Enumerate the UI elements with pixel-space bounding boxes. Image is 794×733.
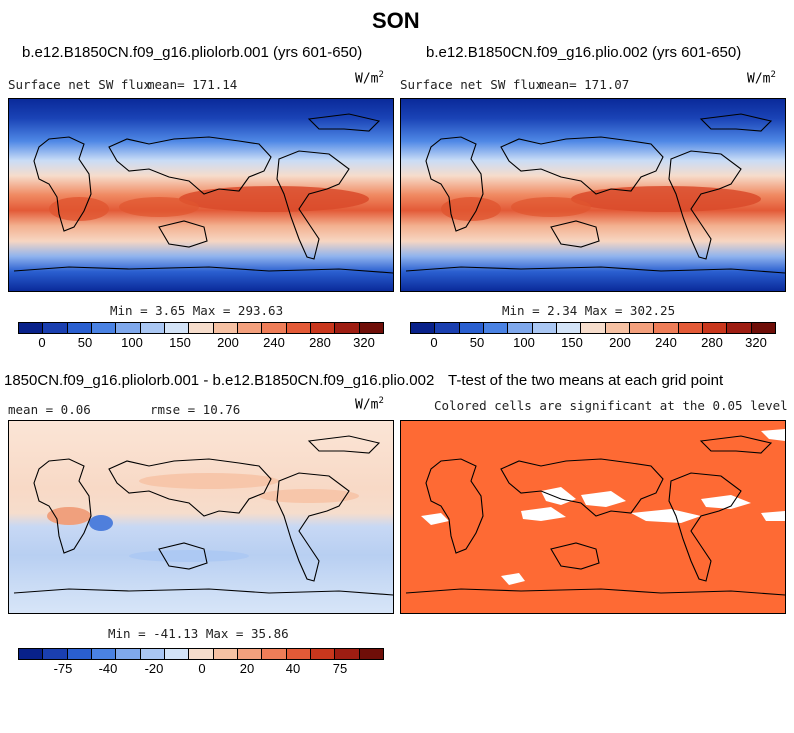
panel3-cbar-tick: 40 [285, 661, 301, 676]
panel2-cbar-tick: 320 [745, 335, 767, 350]
panel1-cbar-tick: 150 [169, 335, 191, 350]
panel2-cbar-tick: 0 [430, 335, 438, 350]
panel1-map-svg [9, 99, 393, 291]
panel3-mean: mean = 0.06 [8, 402, 91, 417]
panel3-min-max: Min = -41.13 Max = 35.86 [108, 626, 289, 641]
panel2-colorbar [410, 322, 776, 334]
panel1-cbar-tick: 200 [217, 335, 239, 350]
panel2-cbar-tick: 100 [513, 335, 535, 350]
panel1-cbar-tick: 0 [38, 335, 46, 350]
panel1-title: b.e12.B1850CN.f09_g16.pliolorb.001 (yrs … [22, 44, 363, 61]
panel4-map-svg [401, 421, 785, 613]
panel1-cbar-tick: 100 [121, 335, 143, 350]
panel2-title: b.e12.B1850CN.f09_g16.plio.002 (yrs 601-… [426, 44, 742, 61]
panel3-cbar-tick: 75 [332, 661, 348, 676]
panel3-cbar-tick: -40 [98, 661, 118, 676]
panel3-title: 1850CN.f09_g16.pliolorb.001 - b.e12.B185… [4, 372, 435, 389]
panel2-map [400, 98, 786, 292]
panel2-map-svg [401, 99, 785, 291]
panel2-cbar-tick: 150 [561, 335, 583, 350]
panel3-units: W/m2 [355, 396, 384, 413]
panel2-variable: Surface net SW flux [400, 77, 543, 92]
panel2-cbar-tick: 240 [655, 335, 677, 350]
panel1-cbar-tick: 50 [77, 335, 93, 350]
panel1-variable: Surface net SW flux [8, 77, 151, 92]
panel3-cbar-tick: 20 [239, 661, 255, 676]
panel1-mean: mean= 171.14 [147, 77, 238, 92]
figure-title: SON [372, 8, 420, 33]
panel4-map [400, 420, 786, 614]
panel2-min-max: Min = 2.34 Max = 302.25 [502, 303, 676, 318]
panel1-colorbar [18, 322, 384, 334]
panel1-map [8, 98, 394, 292]
panel1-min-max: Min = 3.65 Max = 293.63 [110, 303, 284, 318]
panel1-units: W/m2 [355, 70, 384, 87]
panel3-colorbar [18, 648, 384, 660]
panel3-map-svg [9, 421, 393, 613]
panel3-cbar-tick: -75 [53, 661, 73, 676]
panel2-mean: mean= 171.07 [539, 77, 630, 92]
panel1-cbar-tick: 240 [263, 335, 285, 350]
panel2-cbar-tick: 50 [469, 335, 485, 350]
panel2-cbar-tick: 280 [701, 335, 723, 350]
panel3-cbar-tick: -20 [144, 661, 164, 676]
panel2-units: W/m2 [747, 70, 776, 87]
panel1-cbar-tick: 320 [353, 335, 375, 350]
panel2-cbar-tick: 200 [609, 335, 631, 350]
panel3-rmse: rmse = 10.76 [150, 402, 241, 417]
panel1-cbar-tick: 280 [309, 335, 331, 350]
panel4-subtitle: Colored cells are significant at the 0.0… [434, 398, 788, 413]
panel3-map [8, 420, 394, 614]
panel3-cbar-tick: 0 [198, 661, 206, 676]
panel4-title: T-test of the two means at each grid poi… [448, 372, 724, 389]
